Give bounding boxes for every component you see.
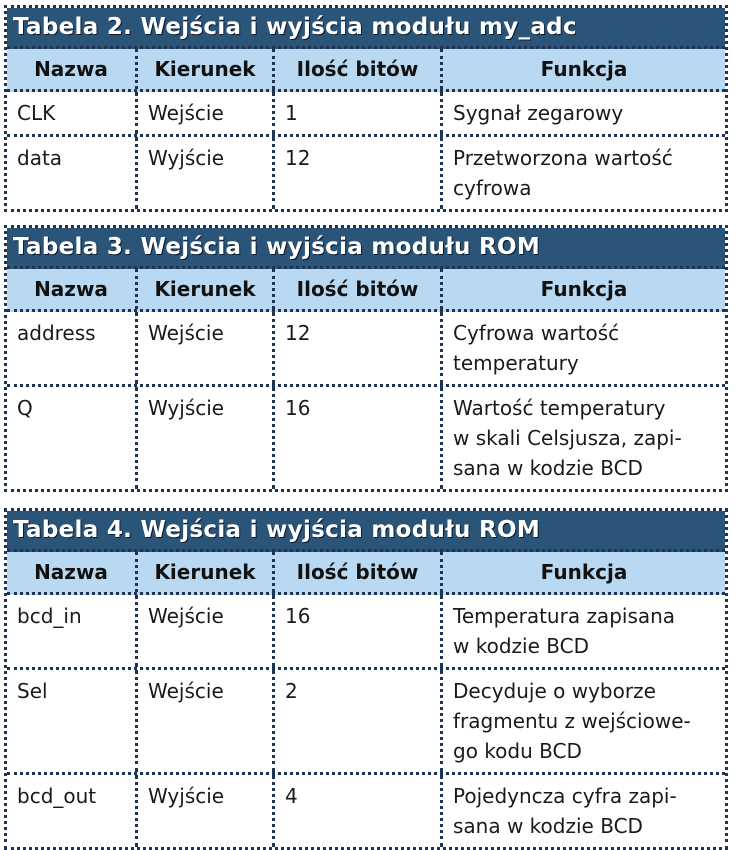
table-row: Q Wyjście 16 Wartość temperatury w skali … [7, 387, 725, 489]
table-title: Tabela 3. Wejścia i wyjścia modułu ROM [7, 228, 725, 269]
function-line: sana w kodzie BCD [453, 456, 643, 480]
cell-function: Cyfrowa wartość temperatury [443, 312, 725, 384]
column-header: Ilość bitów [275, 269, 443, 309]
table-row: Sel Wejście 2 Decyduje o wyborze fragment… [7, 670, 725, 775]
cell-name: data [7, 137, 138, 209]
cell-name: Q [7, 387, 138, 489]
table-header-row: Nazwa Kierunek Ilość bitów Funkcja [7, 269, 725, 312]
cell-bits: 16 [275, 387, 443, 489]
function-line: Sygnał zegarowy [453, 101, 624, 125]
cell-bits: 16 [275, 595, 443, 667]
cell-function: Temperatura zapisana w kodzie BCD [443, 595, 725, 667]
cell-function: Decyduje o wyborze fragmentu z wejściowe-… [443, 670, 725, 772]
cell-name: CLK [7, 92, 138, 134]
cell-direction: Wyjście [138, 387, 275, 489]
cell-direction: Wejście [138, 312, 275, 384]
cell-name: bcd_in [7, 595, 138, 667]
function-line: Cyfrowa wartość [453, 321, 620, 345]
column-header: Funkcja [540, 57, 628, 81]
column-header: Funkcja [540, 277, 628, 301]
function-line: w kodzie BCD [453, 634, 589, 658]
column-header: Nazwa [7, 552, 138, 592]
table-row: data Wyjście 12 Przetworzona wartość cyfr… [7, 137, 725, 209]
function-line: Decyduje o wyborze [453, 679, 656, 703]
cell-direction: Wyjście [138, 137, 275, 209]
table-3: Tabela 3. Wejścia i wyjścia modułu ROM Na… [4, 225, 728, 492]
cell-bits: 12 [275, 312, 443, 384]
cell-direction: Wejście [138, 670, 275, 772]
column-header: Kierunek [138, 49, 275, 89]
column-header: Kierunek [138, 269, 275, 309]
cell-function: Pojedyncza cyfra zapi-sana w kodzie BCD [443, 775, 725, 847]
cell-bits: 2 [275, 670, 443, 772]
table-header-row: Nazwa Kierunek Ilość bitów Funkcja [7, 49, 725, 92]
table-row: bcd_out Wyjście 4 Pojedyncza cyfra zapi-… [7, 775, 725, 847]
function-line: w skali Celsjusza, zapi- [453, 426, 682, 450]
cell-direction: Wejście [138, 92, 275, 134]
cell-bits: 1 [275, 92, 443, 134]
column-header: Nazwa [7, 269, 138, 309]
column-header: Funkcja [540, 560, 628, 584]
column-header: Kierunek [138, 552, 275, 592]
function-line: cyfrowa [453, 176, 532, 200]
column-header: Nazwa [7, 49, 138, 89]
function-line: Wartość temperatury [453, 396, 666, 420]
function-line: go kodu BCD [453, 739, 582, 763]
cell-direction: Wejście [138, 595, 275, 667]
cell-name: address [7, 312, 138, 384]
cell-name: Sel [7, 670, 138, 772]
column-header: Ilość bitów [275, 49, 443, 89]
table-row: address Wejście 12 Cyfrowa wartość temper… [7, 312, 725, 387]
table-header-row: Nazwa Kierunek Ilość bitów Funkcja [7, 552, 725, 595]
function-line: Temperatura zapisana [453, 604, 676, 628]
cell-direction: Wyjście [138, 775, 275, 847]
table-title: Tabela 4. Wejścia i wyjścia modułu ROM [7, 511, 725, 552]
cell-bits: 12 [275, 137, 443, 209]
table-row: bcd_in Wejście 16 Temperatura zapisana w … [7, 595, 725, 670]
cell-function: Wartość temperatury w skali Celsjusza, za… [443, 387, 725, 489]
cell-name: bcd_out [7, 775, 138, 847]
cell-bits: 4 [275, 775, 443, 847]
function-line: Przetworzona wartość [453, 146, 673, 170]
function-line: fragmentu z wejściowe- [453, 709, 691, 733]
cell-function: Przetworzona wartość cyfrowa [443, 137, 725, 209]
function-line: Pojedyncza cyfra zapi- [453, 784, 677, 808]
table-2: Tabela 2. Wejścia i wyjścia modułu my_ad… [4, 5, 728, 212]
cell-function: Sygnał zegarowy [443, 92, 725, 134]
table-title: Tabela 2. Wejścia i wyjścia modułu my_ad… [7, 8, 725, 49]
table-4: Tabela 4. Wejścia i wyjścia modułu ROM Na… [4, 508, 728, 850]
column-header: Ilość bitów [275, 552, 443, 592]
table-row: CLK Wejście 1 Sygnał zegarowy [7, 92, 725, 137]
function-line: sana w kodzie BCD [453, 814, 643, 838]
function-line: temperatury [453, 351, 579, 375]
